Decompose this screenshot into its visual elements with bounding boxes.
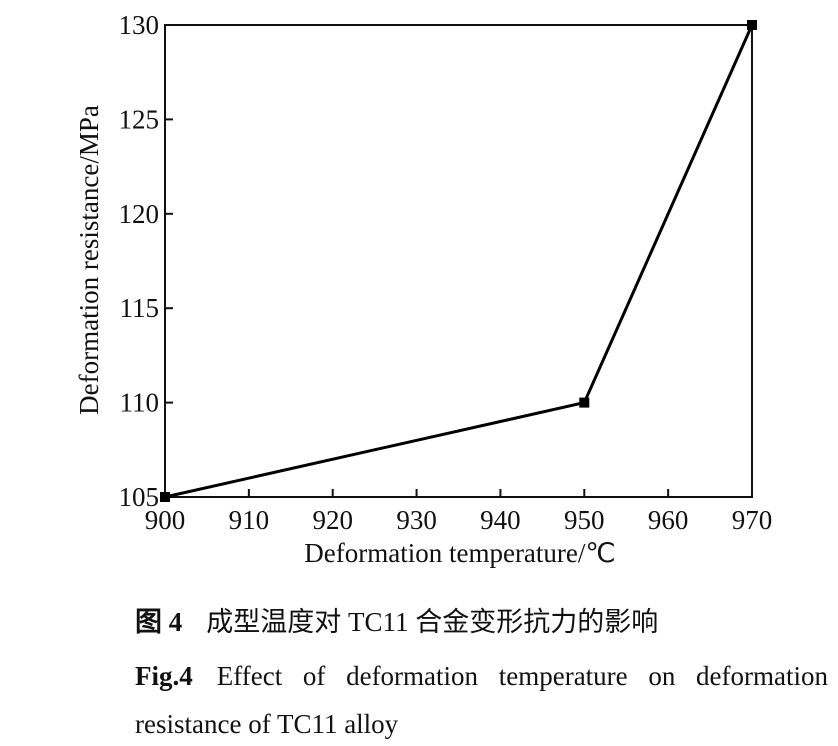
caption-zh: 图 4 成型温度对 TC11 合金变形抗力的影响 [135, 598, 828, 646]
x-tick-label: 900 [145, 505, 186, 535]
caption-label: 图 4 [135, 607, 183, 637]
x-tick-label: 940 [480, 505, 521, 535]
caption-label: Fig.4 [135, 661, 193, 691]
chart: Deformation temperature/℃ Deformation re… [74, 10, 773, 568]
y-tick-label: 130 [119, 10, 160, 40]
x-axis-title: Deformation temperature/℃ [304, 538, 615, 568]
x-tick-label: 960 [648, 505, 689, 535]
caption-text: Effect of deformation temperature on def… [135, 661, 828, 739]
caption-text: 成型温度对 TC11 合金变形抗力的影响 [206, 607, 659, 637]
y-axis-title: Deformation resistance/MPa [74, 105, 104, 415]
y-tick-label: 120 [119, 199, 160, 229]
x-tick-label: 930 [396, 505, 437, 535]
x-tick-label: 970 [732, 505, 773, 535]
data-point [579, 397, 590, 408]
y-tick-label: 125 [119, 104, 160, 134]
y-tick-label: 105 [119, 482, 160, 512]
y-tick-label: 115 [120, 293, 160, 323]
y-tick-label: 110 [120, 388, 160, 418]
x-tick-label: 950 [564, 505, 605, 535]
plot-frame [164, 24, 753, 498]
caption-en: Fig.4 Effect of deformation temperature o… [135, 652, 828, 746]
data-point [747, 20, 757, 30]
data-point [160, 492, 170, 502]
data-line [164, 24, 754, 499]
x-tick-label: 910 [229, 505, 270, 535]
x-tick-label: 920 [312, 505, 353, 535]
